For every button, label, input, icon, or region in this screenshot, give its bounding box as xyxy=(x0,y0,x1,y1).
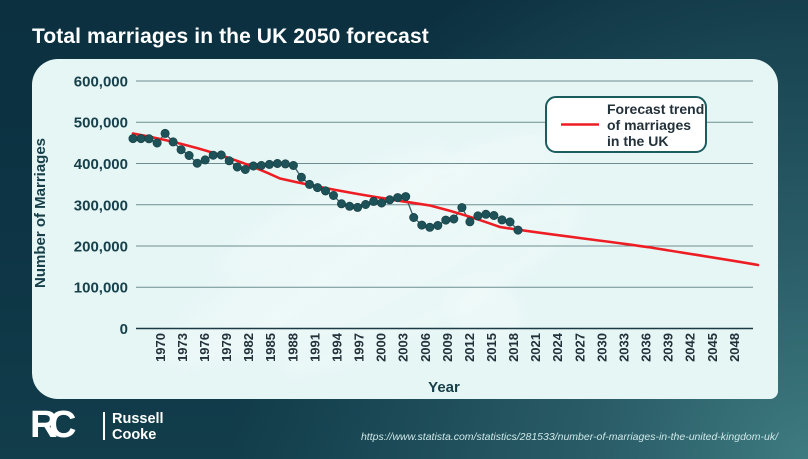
svg-text:1973: 1973 xyxy=(175,333,190,362)
svg-text:2036: 2036 xyxy=(639,333,654,362)
svg-text:1976: 1976 xyxy=(197,333,212,362)
svg-text:100,000: 100,000 xyxy=(74,280,128,297)
svg-text:2024: 2024 xyxy=(550,332,565,362)
svg-text:600,000: 600,000 xyxy=(74,74,128,91)
svg-text:2006: 2006 xyxy=(418,333,433,362)
svg-text:Number of Marriages: Number of Marriages xyxy=(32,138,49,288)
svg-text:2009: 2009 xyxy=(440,333,455,362)
svg-text:1970: 1970 xyxy=(153,333,168,362)
svg-text:2021: 2021 xyxy=(528,333,543,362)
svg-text:2042: 2042 xyxy=(683,333,698,362)
svg-text:2015: 2015 xyxy=(484,333,499,362)
svg-text:Year: Year xyxy=(428,379,460,396)
svg-text:2012: 2012 xyxy=(462,333,477,362)
svg-text:2048: 2048 xyxy=(727,333,742,362)
svg-text:2027: 2027 xyxy=(572,333,587,362)
svg-text:500,000: 500,000 xyxy=(74,115,128,132)
svg-text:2003: 2003 xyxy=(396,333,411,362)
svg-text:2039: 2039 xyxy=(661,333,676,362)
svg-text:in the UK: in the UK xyxy=(607,133,668,149)
svg-text:200,000: 200,000 xyxy=(74,239,128,256)
svg-text:2000: 2000 xyxy=(374,333,389,362)
svg-text:0: 0 xyxy=(120,321,128,338)
svg-text:1985: 1985 xyxy=(263,333,278,362)
svg-text:of marriages: of marriages xyxy=(607,117,691,133)
svg-text:2030: 2030 xyxy=(594,333,609,362)
svg-text:1988: 1988 xyxy=(285,333,300,362)
svg-text:400,000: 400,000 xyxy=(74,156,128,173)
svg-text:2033: 2033 xyxy=(617,333,632,362)
svg-text:2045: 2045 xyxy=(705,333,720,362)
svg-text:300,000: 300,000 xyxy=(74,197,128,214)
svg-text:Forecast trend: Forecast trend xyxy=(607,101,704,117)
svg-text:2018: 2018 xyxy=(506,333,521,362)
svg-text:1997: 1997 xyxy=(352,333,367,362)
svg-text:1994: 1994 xyxy=(329,332,344,362)
svg-text:1991: 1991 xyxy=(307,333,322,362)
svg-text:1979: 1979 xyxy=(219,333,234,362)
svg-text:1982: 1982 xyxy=(241,333,256,362)
